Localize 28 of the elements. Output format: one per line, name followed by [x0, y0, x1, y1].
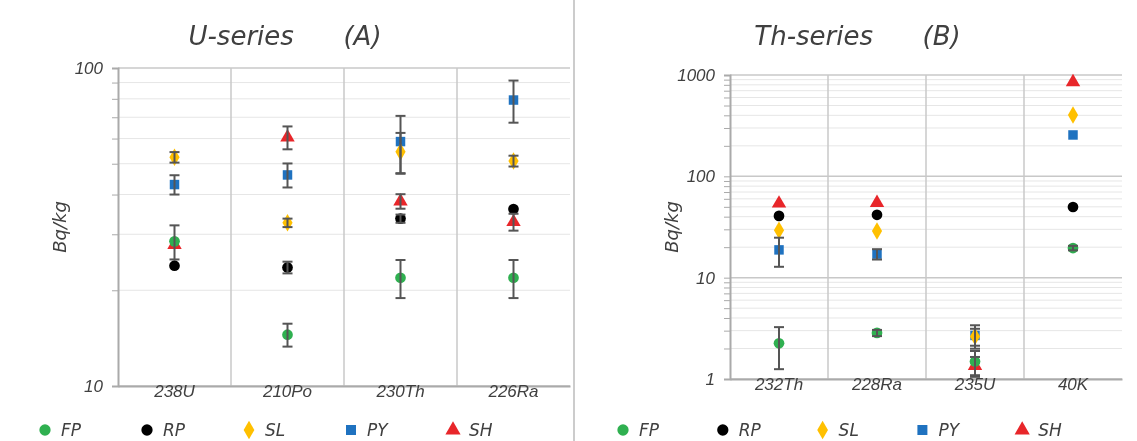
- legend-label: RP: [738, 420, 762, 440]
- y-axis-title: Bq/kg: [661, 201, 682, 253]
- legend-label: FP: [639, 420, 660, 440]
- x-tick-label: 238U: [153, 382, 196, 401]
- x-tick-label: 230Th: [375, 382, 425, 401]
- y-tick-label: 100: [74, 58, 104, 78]
- x-tick-label: 228Ra: [850, 375, 903, 394]
- chart-title: Th-series (B): [754, 21, 961, 51]
- chart-title: U-series (A): [188, 21, 382, 51]
- legend-label: SH: [1038, 420, 1062, 440]
- legend-label: SH: [469, 420, 493, 440]
- y-tick-label: 10: [84, 376, 104, 396]
- y-tick-label: 1: [705, 369, 715, 389]
- y-tick-label: 10: [696, 268, 716, 288]
- x-tick-label: 235U: [953, 375, 997, 394]
- y-tick-label: 1000: [677, 65, 716, 85]
- legend-label: SL: [265, 420, 286, 440]
- legend-label: PY: [938, 420, 961, 440]
- y-axis-title: Bq/kg: [49, 201, 70, 253]
- legend-label: PY: [367, 420, 390, 440]
- y-tick-label: 100: [686, 167, 716, 187]
- legend-label: FP: [61, 420, 82, 440]
- legend-label: RP: [163, 420, 186, 440]
- x-tick-label: 232Th: [753, 375, 804, 394]
- x-tick-label: 226Ra: [487, 382, 539, 401]
- legend-label: SL: [838, 420, 859, 440]
- x-tick-label: 40K: [1057, 375, 1089, 394]
- x-tick-label: 210Po: [261, 382, 313, 401]
